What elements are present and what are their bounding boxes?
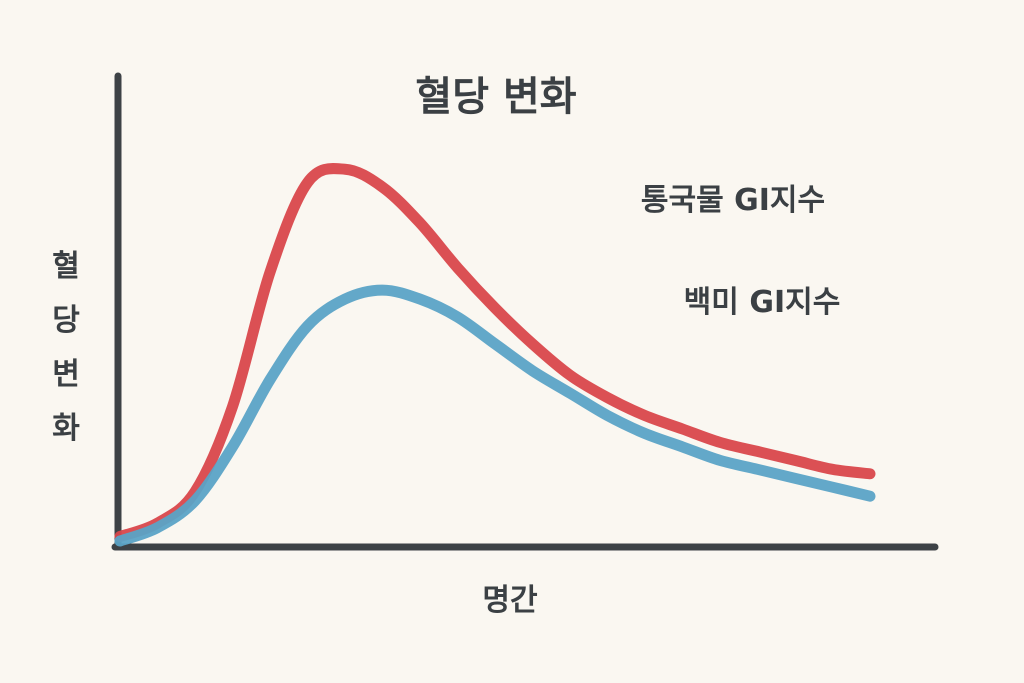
y-axis-label: 혈 당 변 화 — [52, 249, 80, 446]
axes — [111, 72, 939, 551]
series-group — [114, 163, 876, 547]
chart-title: 혈당 변화 — [415, 74, 576, 120]
y-axis-label-char: 변 — [52, 357, 80, 392]
legend-label-series-2: 백미 GI지수 — [684, 285, 841, 320]
y-axis-label-char: 혈 — [52, 249, 80, 284]
y-axis-label-char: 당 — [52, 303, 80, 338]
series-line-1 — [114, 163, 876, 542]
x-axis-label: 명간 — [482, 583, 538, 618]
legend-label-series-1: 통국물 GI지수 — [641, 183, 825, 218]
y-axis-label-char: 화 — [52, 411, 80, 446]
series-line-2 — [114, 284, 876, 547]
